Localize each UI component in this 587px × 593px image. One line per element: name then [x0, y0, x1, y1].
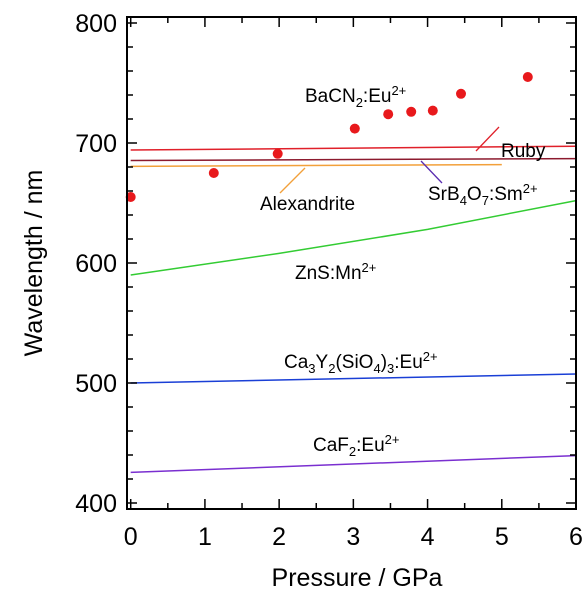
y-tick-label: 400: [75, 490, 117, 518]
annotation-caf2: CaF2:Eu2+: [313, 432, 400, 459]
y-tick-label: 500: [75, 370, 117, 398]
data-point: [125, 192, 136, 202]
x-tick-label: 0: [124, 523, 138, 551]
annotation-leader-ruby: [475, 126, 500, 152]
plot-area: [125, 72, 577, 474]
x-tick-label: 5: [495, 523, 509, 551]
series-annotations: Ruby BaCN2:Eu2+ SrB4O7:Sm2+ Alexandrite ZnS:…: [260, 83, 546, 459]
x-tick-labels: 0 1 2 3 4 5 6: [124, 523, 583, 551]
y-tick-label: 600: [75, 250, 117, 278]
annotation-bacn2: BaCN2:Eu2+: [305, 83, 406, 110]
annotation-srb4o7: SrB4O7:Sm2+: [428, 181, 538, 208]
annotation-zns: ZnS:Mn2+: [295, 260, 376, 284]
x-axis-title: Pressure / GPa: [272, 564, 443, 592]
x-tick-label: 4: [421, 523, 435, 551]
data-point: [383, 109, 394, 120]
series-line-4: [130, 373, 577, 384]
annotation-alexandrite: Alexandrite: [260, 194, 355, 215]
x-tick-label: 3: [346, 523, 360, 551]
series-line-2: [130, 163, 502, 168]
y-tick-labels: 400 500 600 700 800: [75, 10, 117, 518]
data-point: [208, 168, 219, 178]
data-point: [406, 106, 417, 117]
y-tick-label: 800: [75, 10, 117, 38]
y-axis-title: Wavelength / nm: [20, 170, 48, 357]
annotation-leader-srb4o7: [420, 160, 443, 184]
series-line-3: [130, 199, 577, 276]
annotation-leader-alexandrite: [279, 167, 306, 194]
annotation-ca3y2: Ca3Y2(SiO4)3:Eu2+: [284, 349, 438, 376]
x-tick-label: 2: [272, 523, 286, 551]
x-tick-label: 6: [569, 523, 583, 551]
series-line-5: [130, 454, 577, 474]
series-line-0: [130, 145, 577, 151]
series-line-1: [130, 157, 577, 162]
data-point: [349, 123, 360, 134]
annotation-ruby: Ruby: [501, 141, 546, 162]
data-point: [456, 88, 466, 99]
data-point: [427, 105, 438, 116]
data-point: [272, 148, 283, 159]
axis-ticks: [127, 17, 577, 509]
data-point: [522, 72, 533, 82]
x-tick-label: 1: [198, 523, 212, 551]
y-tick-label: 700: [75, 130, 117, 158]
